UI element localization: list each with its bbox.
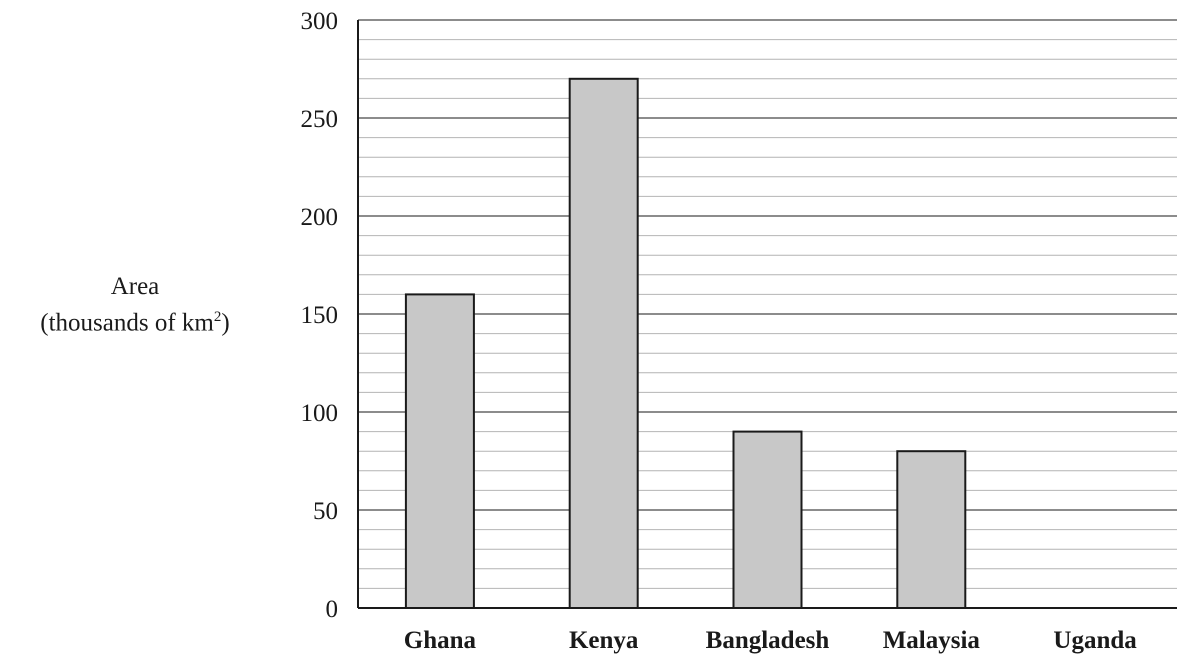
x-tick-label-kenya: Kenya	[569, 627, 639, 654]
y-axis-label-line2: (thousands of km2)	[40, 309, 230, 337]
x-tick-labels: Ghana Kenya Bangladesh Malaysia Uganda	[404, 627, 1138, 654]
y-tick-label: 150	[301, 302, 339, 329]
y-axis-label: Area (thousands of km2)	[0, 272, 270, 338]
bars	[404, 77, 967, 610]
x-tick-label-ghana: Ghana	[404, 627, 477, 654]
y-tick-label: 100	[301, 400, 339, 427]
bar-malaysia	[896, 450, 967, 610]
y-tick-label: 300	[301, 8, 339, 35]
y-axis-label-line1: Area	[110, 273, 160, 300]
bar-bangladesh	[732, 430, 803, 609]
gridlines	[358, 19, 1177, 609]
y-tick-label: 50	[313, 498, 338, 525]
x-tick-label-malaysia: Malaysia	[883, 627, 981, 654]
bar-ghana	[404, 293, 475, 609]
x-tick-label-uganda: Uganda	[1053, 627, 1137, 654]
y-tick-label: 0	[326, 596, 339, 623]
axes	[357, 20, 1177, 609]
bar-kenya	[568, 77, 639, 610]
y-tick-label: 250	[301, 106, 339, 133]
x-tick-label-bangladesh: Bangladesh	[706, 627, 830, 654]
y-tick-label: 200	[301, 204, 339, 231]
y-tick-labels: 0 50 100 150 200 250 300	[301, 8, 339, 623]
